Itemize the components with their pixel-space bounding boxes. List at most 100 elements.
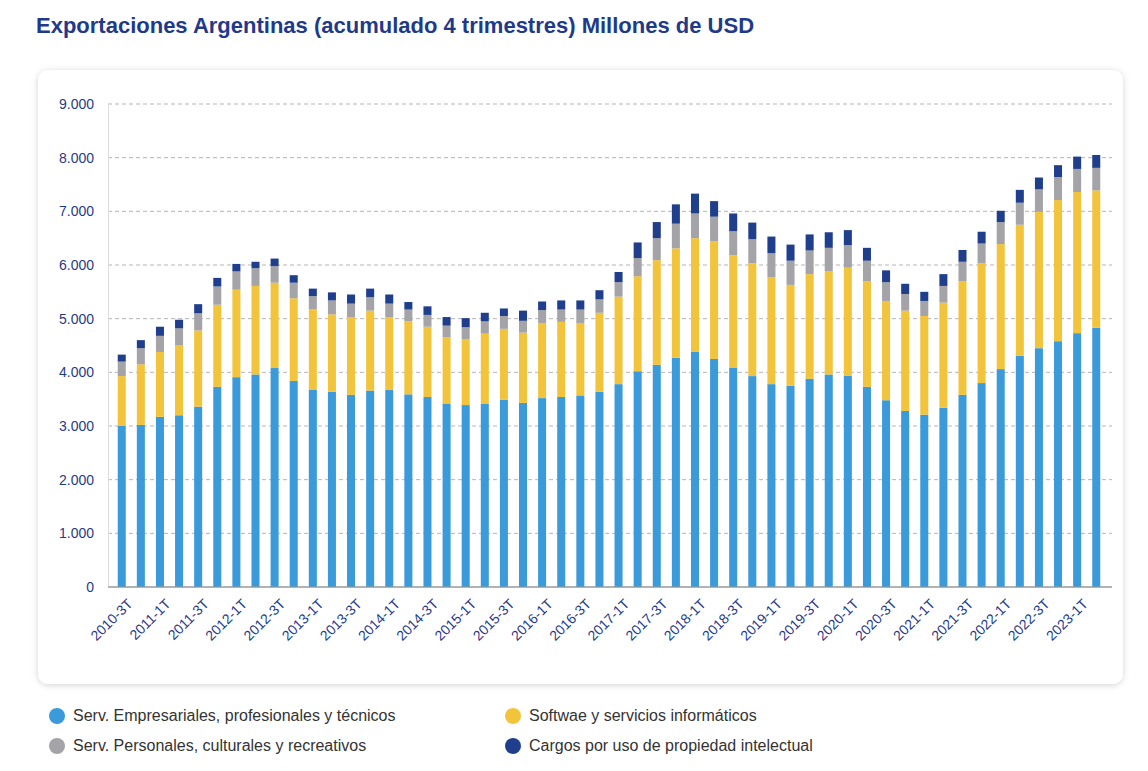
bar [939, 408, 947, 587]
y-tick-label: 1.000 [59, 525, 94, 541]
chart-card [38, 70, 1123, 684]
bar [118, 362, 126, 376]
y-tick: 4.000 [59, 364, 108, 380]
bar [653, 260, 661, 365]
grid-line [108, 157, 1112, 158]
bar [634, 242, 642, 258]
bar [1054, 200, 1062, 341]
bar [939, 274, 947, 286]
bar [825, 248, 833, 272]
bar [767, 253, 775, 277]
bar [997, 244, 1005, 369]
bar [691, 352, 699, 587]
bar [863, 248, 871, 261]
bar [213, 387, 221, 587]
bar [232, 264, 240, 272]
bar [844, 245, 852, 268]
bar [366, 391, 374, 587]
legend-swatch [505, 738, 521, 754]
bar [175, 320, 183, 329]
bar [232, 271, 240, 289]
bar [901, 311, 909, 411]
bar [309, 309, 317, 390]
bar [615, 384, 623, 587]
bar [1035, 212, 1043, 348]
grid [108, 104, 1112, 587]
bar [748, 376, 756, 587]
bar [194, 304, 202, 313]
bar [328, 314, 336, 391]
bar [997, 222, 1005, 244]
bar [595, 299, 603, 312]
bar [232, 377, 240, 587]
bar [1035, 178, 1043, 190]
bar [1054, 341, 1062, 587]
bar [500, 308, 508, 316]
bar [271, 283, 279, 368]
bar [729, 231, 737, 255]
bar [825, 271, 833, 374]
y-tick: 7.000 [59, 203, 108, 219]
bar [290, 298, 298, 381]
bar [557, 300, 565, 309]
y-tick: 8.000 [59, 150, 108, 166]
chart-root: Exportaciones Argentinas (acumulado 4 tr… [0, 0, 1148, 771]
bar [787, 261, 795, 285]
x-tick-label: 2010-3T [87, 595, 136, 644]
bar [978, 263, 986, 383]
bar [175, 346, 183, 416]
bar-series [118, 168, 1101, 376]
bar [901, 284, 909, 294]
bar [328, 292, 336, 300]
bar [595, 392, 603, 587]
bar [443, 317, 451, 326]
bar [672, 224, 680, 249]
bar [958, 250, 966, 262]
legend-swatch [505, 708, 521, 724]
bar [156, 327, 164, 336]
bar-series [118, 328, 1101, 587]
bar [806, 274, 814, 379]
bar [1073, 169, 1081, 192]
bar [500, 316, 508, 329]
bar [462, 339, 470, 405]
bar [710, 201, 718, 217]
bar [538, 301, 546, 310]
bar [691, 213, 699, 238]
bar [156, 417, 164, 587]
y-tick: 5.000 [59, 311, 108, 327]
bar [576, 395, 584, 587]
bar [309, 296, 317, 309]
legend-item: Cargos por uso de propiedad intelectual [505, 737, 813, 754]
bar [920, 415, 928, 587]
bar [500, 329, 508, 400]
legend: Serv. Empresariales, profesionales y téc… [49, 707, 813, 754]
bar [939, 286, 947, 303]
bar [347, 395, 355, 587]
y-tick-label: 6.000 [59, 257, 94, 273]
bar [806, 251, 814, 275]
bar [787, 386, 795, 587]
bar [595, 290, 603, 299]
bar [462, 318, 470, 327]
grid-line [108, 211, 1112, 212]
bar [443, 337, 451, 403]
y-tick-label: 7.000 [59, 203, 94, 219]
bar [251, 374, 259, 587]
bar [137, 425, 145, 587]
bar [366, 297, 374, 310]
y-tick: 9.000 [59, 96, 108, 112]
bar [366, 289, 374, 298]
bar [118, 376, 126, 426]
bar [1092, 155, 1100, 168]
bar [901, 411, 909, 587]
bar-series [118, 155, 1101, 362]
bar [615, 297, 623, 384]
bar [519, 311, 527, 321]
y-tick: 3.000 [59, 418, 108, 434]
bar [519, 321, 527, 333]
bar [920, 316, 928, 415]
bar [729, 255, 737, 367]
bar [156, 352, 164, 417]
bar [137, 340, 145, 348]
